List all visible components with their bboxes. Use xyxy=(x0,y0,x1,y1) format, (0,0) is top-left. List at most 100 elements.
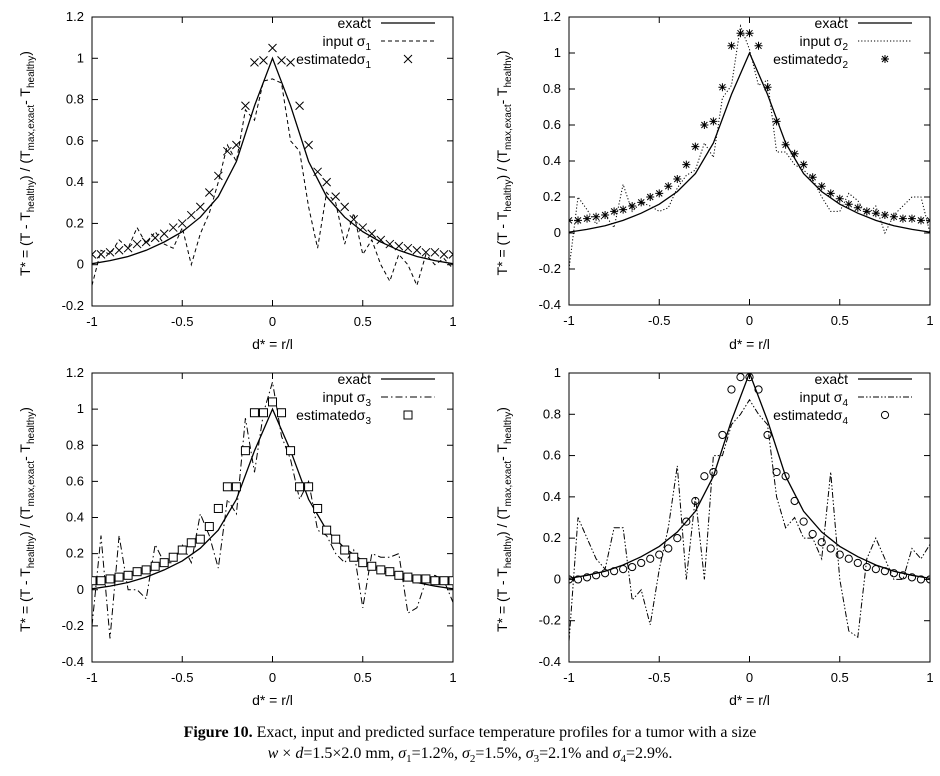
data-point xyxy=(222,482,232,492)
data-point xyxy=(745,373,754,382)
data-point xyxy=(835,550,844,559)
series-solid xyxy=(92,56,453,265)
legend-label: input σ2 xyxy=(800,33,849,53)
x-axis-label: d* = r/l xyxy=(729,336,770,352)
series-line xyxy=(92,407,453,590)
data-point xyxy=(439,576,449,586)
series-line xyxy=(569,373,930,580)
data-point xyxy=(277,408,287,418)
y-label-part: T* = (T - T xyxy=(494,568,510,632)
y-tick-label: 1.2 xyxy=(66,365,84,380)
data-point xyxy=(709,117,718,126)
x-tick-label: 0 xyxy=(269,314,276,329)
data-point xyxy=(376,235,386,245)
data-point xyxy=(664,544,673,553)
series-dashdot xyxy=(92,381,453,639)
data-point xyxy=(745,29,754,38)
series-star xyxy=(569,29,930,225)
x-axis-label: d* = r/l xyxy=(252,336,293,352)
data-point xyxy=(177,219,187,228)
y-tick-label: -0.4 xyxy=(539,654,561,669)
y-tick-label: -0.2 xyxy=(62,618,84,633)
data-point xyxy=(925,575,930,584)
y-tick-label: 0.8 xyxy=(66,437,84,452)
data-point xyxy=(619,205,628,214)
y-tick-label: -0.4 xyxy=(539,297,561,312)
legend-label: estimatedσ3 xyxy=(296,407,371,427)
data-point xyxy=(249,408,259,418)
data-point xyxy=(394,241,404,251)
series-line xyxy=(92,78,453,287)
y-tick-label: 1 xyxy=(77,401,84,416)
data-point xyxy=(150,561,160,571)
data-point xyxy=(114,572,124,582)
x-tick-label: 1 xyxy=(926,313,933,328)
data-point xyxy=(736,29,745,38)
caption-text: Exact, input and predicted surface tempe… xyxy=(256,724,757,741)
series-line xyxy=(569,24,930,270)
plot-frame xyxy=(568,372,931,663)
data-point xyxy=(808,173,817,182)
y-label-sub: healthy xyxy=(26,536,37,568)
legend-label-sub: 2 xyxy=(842,42,848,53)
data-point xyxy=(96,576,106,586)
legend-label: exact xyxy=(338,15,372,31)
data-point xyxy=(573,575,583,584)
x-tick-label: -1 xyxy=(86,670,98,685)
data-point xyxy=(412,574,422,584)
data-point xyxy=(826,544,835,553)
legend-label: estimatedσ4 xyxy=(773,407,848,427)
data-point xyxy=(96,250,106,259)
data-point xyxy=(790,149,799,158)
y-label-part: ) / (T xyxy=(17,506,33,536)
series-circle xyxy=(569,373,930,584)
data-point xyxy=(907,573,917,582)
data-point xyxy=(889,212,898,221)
data-point xyxy=(105,574,115,584)
data-point xyxy=(114,245,124,255)
data-point xyxy=(241,101,250,111)
data-point xyxy=(844,200,853,209)
data-point xyxy=(141,565,151,575)
series-dashed xyxy=(92,78,453,287)
data-point xyxy=(754,385,763,394)
data-point xyxy=(376,565,386,575)
data-point xyxy=(240,446,250,456)
x-tick-label: 1 xyxy=(926,670,933,685)
data-point xyxy=(232,140,241,150)
y-tick-label: 0.8 xyxy=(543,81,561,96)
x-tick-label: -1 xyxy=(563,313,575,328)
y-label-sub: healthy xyxy=(503,180,514,212)
data-point xyxy=(295,101,304,111)
data-point xyxy=(889,569,899,578)
data-point xyxy=(403,572,413,582)
data-point xyxy=(610,567,619,576)
data-point xyxy=(817,182,826,191)
data-point xyxy=(367,561,377,571)
data-point xyxy=(132,239,142,249)
series-line xyxy=(569,51,930,233)
data-point xyxy=(385,239,395,249)
data-point xyxy=(331,534,341,544)
data-point xyxy=(358,223,368,232)
legend-label-text: exact xyxy=(338,15,372,31)
data-point xyxy=(286,58,295,67)
data-point xyxy=(718,83,727,92)
legend-label-text: estimatedσ xyxy=(773,51,843,67)
y-tick-label: 0.2 xyxy=(543,189,561,204)
y-label-part: ) / (T xyxy=(494,506,510,536)
data-point xyxy=(168,223,178,232)
y-tick-label: 0.4 xyxy=(543,489,561,504)
plot-frame xyxy=(568,16,931,306)
data-point xyxy=(150,233,160,243)
data-point xyxy=(574,216,583,225)
data-point xyxy=(853,558,862,568)
x-tick-label: 0 xyxy=(746,313,753,328)
data-point xyxy=(790,496,799,506)
legend-label-sub: 1 xyxy=(365,60,371,71)
legend-marker xyxy=(403,410,413,420)
y-label-part: T* = (T - T xyxy=(17,212,33,276)
legend-label-sub: 4 xyxy=(842,398,848,409)
x-tick-label: -0.5 xyxy=(171,670,193,685)
